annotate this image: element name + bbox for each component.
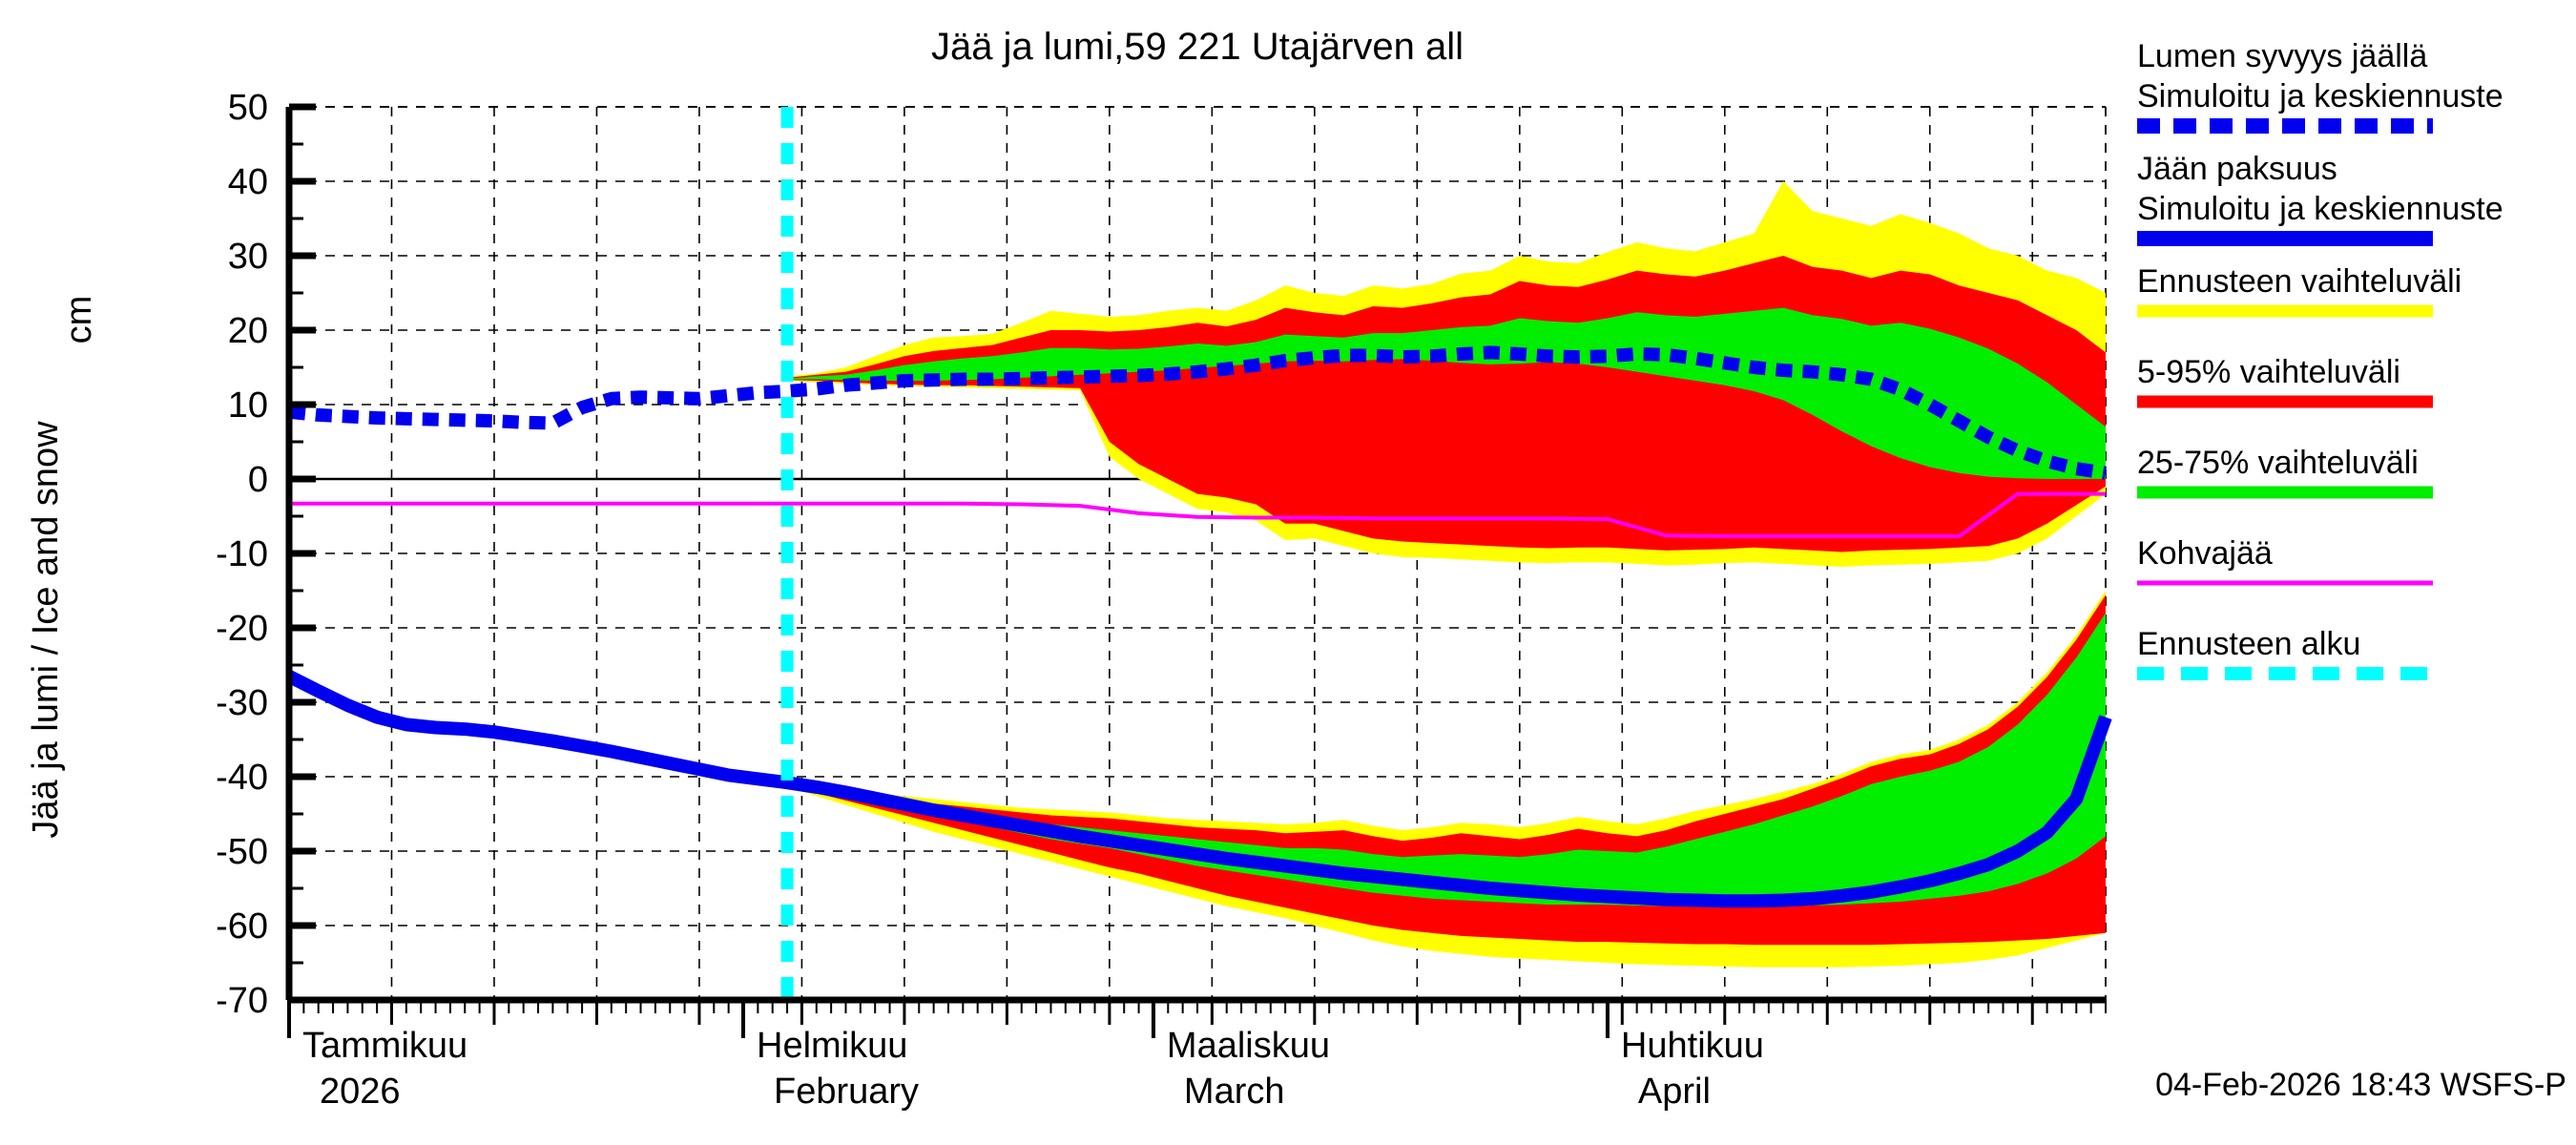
series-snow-depth (288, 345, 2108, 480)
y-tick-label: -60 (216, 906, 268, 947)
y-tick-label: -50 (216, 832, 268, 872)
y-tick-label: -40 (216, 758, 268, 798)
mean-forecast-lines (285, 345, 2112, 908)
y-tick-label: 50 (228, 88, 268, 128)
footer-timestamp: 04-Feb-2026 18:43 WSFS-P (2155, 1067, 2566, 1103)
legend-title-snow-depth-on-ice: Lumen syvyys jäällä (2137, 38, 2427, 74)
axes (285, 103, 2107, 1038)
y-tick-label: 10 (228, 385, 268, 426)
y-tick-label: 30 (228, 237, 268, 277)
legend-subtitle-snow-depth-on-ice: Simuloitu ja keskiennuste (2137, 78, 2503, 114)
y-tick-label: 20 (228, 311, 268, 351)
ice-band-range_25_75_green (787, 613, 2106, 906)
series-ice-thickness (285, 670, 2112, 908)
x-tick-label-en: March (1184, 1072, 1285, 1112)
legend-title-forecast-start: Ennusteen alku (2137, 626, 2360, 662)
legend-title-slush-ice: Kohvajää (2137, 535, 2273, 572)
slush-ice-path (289, 491, 2106, 539)
y-tick-label: -20 (216, 609, 268, 649)
x-tick-label-en: 2026 (320, 1072, 401, 1112)
x-tick-label-fi: Helmikuu (757, 1026, 907, 1066)
x-tick-label-en: February (774, 1072, 919, 1112)
legend-title-ice-thickness: Jään paksuus (2137, 151, 2337, 187)
y-axis-tick-labels: 50 40 30 20 10 0 -10 -20 -30 -40 -50 -60 -70 (216, 88, 268, 1021)
y-tick-label: 0 (248, 460, 268, 500)
uncertainty-bands (787, 181, 2106, 968)
y-tick-label: -70 (216, 981, 268, 1021)
x-axis-tick-labels: Tammikuu 2026 Helmikuu February Maaliskuu Mar… (302, 1026, 1764, 1112)
x-tick-label-fi: Maaliskuu (1167, 1026, 1330, 1066)
legend-title-range-5-95: 5-95% vaihteluväli (2137, 354, 2400, 390)
y-axis-label: Jää ja lumi / Ice and snow (26, 421, 66, 839)
legend: Lumen syvyys jäällä Simuloitu ja keskienn… (2137, 38, 2503, 680)
x-tick-label-fi: Huhtikuu (1621, 1026, 1764, 1066)
legend-title-forecast-range: Ennusteen vaihteluväli (2137, 263, 2462, 300)
y-tick-label: -10 (216, 534, 268, 574)
x-tick-label-fi: Tammikuu (302, 1026, 467, 1066)
y-tick-label: 40 (228, 162, 268, 202)
legend-title-range-25-75: 25-75% vaihteluväli (2137, 445, 2419, 481)
legend-subtitle-ice-thickness: Simuloitu ja keskiennuste (2137, 191, 2503, 227)
slush-ice-line (289, 491, 2106, 539)
x-tick-label-en: April (1638, 1072, 1711, 1112)
y-tick-label: -30 (216, 683, 268, 723)
page-title: Jää ja lumi,59 221 Utajärven all (931, 26, 1464, 68)
y-axis-unit-label: cm (59, 296, 99, 344)
snow-band-range_25_75_green (787, 307, 2106, 479)
